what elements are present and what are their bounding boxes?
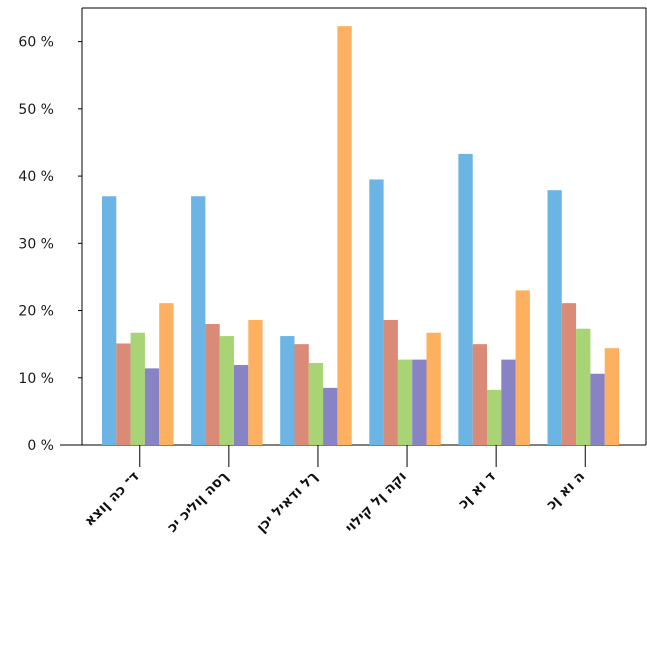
bar xyxy=(604,348,619,445)
bar xyxy=(515,290,530,445)
bar xyxy=(130,332,145,445)
bar xyxy=(412,359,427,445)
bar xyxy=(547,190,562,445)
bar xyxy=(337,26,352,445)
bar xyxy=(426,332,441,445)
bar xyxy=(323,387,338,445)
bar xyxy=(205,323,220,445)
bar xyxy=(590,373,605,445)
x-tick-label: ד־ כה ןוצא xyxy=(82,469,143,530)
bar xyxy=(487,389,502,445)
bar xyxy=(248,319,263,445)
x-tick-label: ךל ודאיל יכן xyxy=(254,469,321,536)
bar xyxy=(561,303,577,445)
x-tick-label: וקה ןל קילוי xyxy=(342,469,410,537)
bar xyxy=(576,328,591,445)
bar xyxy=(102,196,117,445)
y-tick-label: 0 % xyxy=(27,438,54,454)
y-tick-label: 40 % xyxy=(18,169,54,185)
y-tick-label: 20 % xyxy=(18,304,54,320)
y-tick-label: 30 % xyxy=(18,236,54,252)
bar xyxy=(144,368,160,445)
x-tick-label: ה וא ןכ xyxy=(543,469,588,514)
x-axis-ticks: ד־ כה ןוצא ךסה ןוליכ יכ ךל ודאיל יכן וקה ןל… xyxy=(82,445,588,537)
bar xyxy=(234,364,249,445)
x-tick-label: ךסה ןוליכ יכ xyxy=(164,469,231,536)
y-axis-ticks: 0 % 10 % 20 % 30 % 40 % 50 % 60 % xyxy=(18,35,82,454)
bar xyxy=(308,362,324,445)
bar xyxy=(294,344,309,445)
y-tick-label: 60 % xyxy=(18,35,54,51)
bar xyxy=(458,153,473,446)
bar xyxy=(397,359,413,445)
y-tick-label: 50 % xyxy=(18,102,54,118)
y-tick-label: 10 % xyxy=(18,371,54,387)
bar xyxy=(280,336,295,445)
bar xyxy=(369,179,384,445)
bar xyxy=(116,343,131,445)
bar xyxy=(472,344,487,445)
bars xyxy=(102,26,619,446)
bar xyxy=(383,319,398,445)
x-tick-label: ד וא ןכ xyxy=(455,469,499,513)
bar xyxy=(191,196,206,445)
bar xyxy=(501,359,516,445)
bar xyxy=(159,303,174,445)
bar xyxy=(219,336,234,445)
